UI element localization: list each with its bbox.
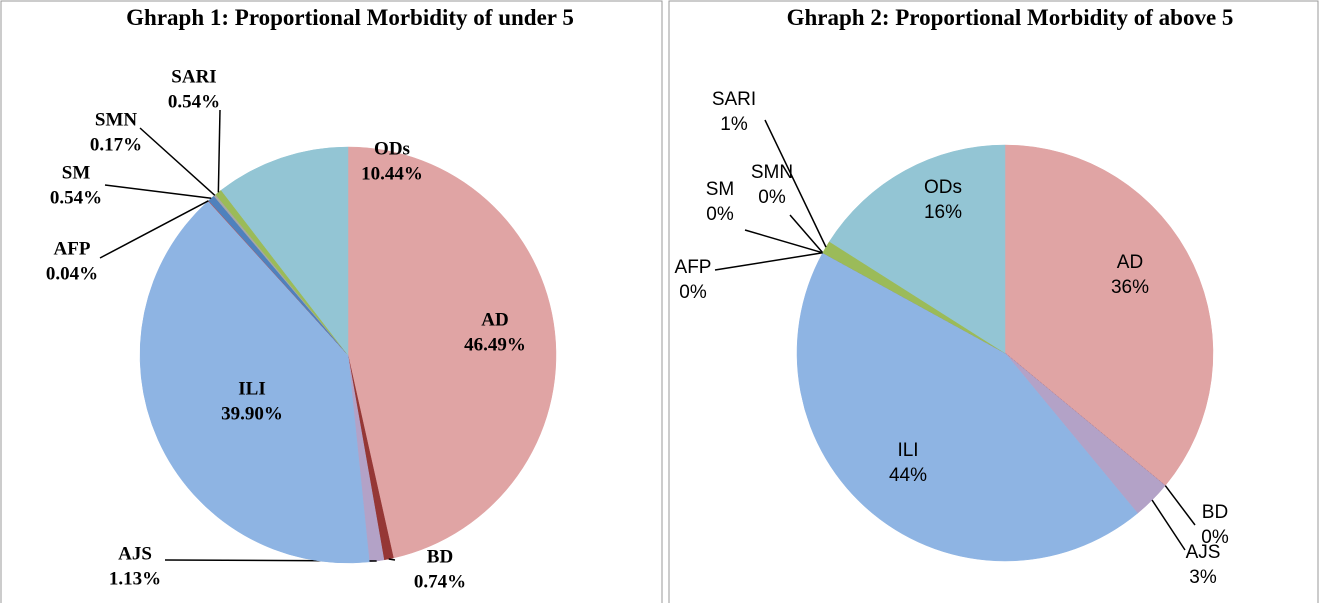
chart-title: Ghraph 1: Proportional Morbidity of unde… — [126, 5, 574, 30]
slice-value-label: 10.44% — [361, 163, 423, 184]
slice-label: BD — [427, 546, 453, 567]
pie-slice — [139, 200, 370, 564]
slice-value-label: 36% — [1111, 277, 1149, 298]
leader-line — [764, 119, 827, 248]
slice-value-label: 39.90% — [221, 403, 283, 424]
slice-label: ILI — [238, 378, 265, 399]
slice-label: AJS — [118, 543, 152, 564]
slice-label: SMN — [95, 109, 138, 130]
panel-border — [668, 0, 1319, 603]
slice-label: SM — [62, 162, 91, 183]
slice-label: ODs — [924, 177, 962, 198]
slice-label: SM — [706, 179, 735, 200]
slice-label: SARI — [171, 66, 216, 87]
panel-border — [0, 0, 663, 603]
leader-line — [1164, 485, 1196, 526]
slice-label: SARI — [712, 89, 756, 110]
slice-value-label: 1% — [720, 114, 748, 135]
pie-slice — [829, 144, 1006, 354]
pie-chart: AD36%BD0%AJS3%ILI44%AFP0%SM0%SMN0%SARI1%… — [675, 89, 1229, 588]
slice-label: SMN — [751, 162, 793, 183]
slice-value-label: 0% — [706, 204, 734, 225]
slice-value-label: 0% — [679, 282, 707, 303]
slice-value-label: 0.54% — [50, 187, 102, 208]
slice-value-label: 0.17% — [90, 134, 142, 155]
leader-line — [744, 229, 823, 254]
slice-value-label: 0% — [758, 187, 786, 208]
slice-value-label: 3% — [1189, 567, 1217, 588]
slice-label: ILI — [897, 440, 918, 461]
leader-line — [139, 127, 216, 196]
slice-value-label: 16% — [924, 202, 962, 223]
slice-value-label: 0.74% — [414, 571, 466, 592]
leader-line — [388, 558, 396, 561]
slice-value-label: 0% — [1201, 527, 1229, 548]
leader-line — [99, 200, 209, 259]
pie-chart: AD 46.49% BD 0.74% AJS 1.13% ILI 39.90% AFP 0.04%… — [46, 66, 557, 592]
pie-slice — [1004, 144, 1214, 486]
pie-slice — [220, 146, 349, 356]
slice-value-label: 44% — [889, 465, 927, 486]
leader-line — [1151, 499, 1186, 551]
slice-value-label: 1.13% — [109, 568, 161, 589]
slice-value-label: 46.49% — [464, 334, 526, 355]
leader-line — [714, 252, 823, 271]
slice-label: ODs — [374, 138, 410, 159]
slice-label: AFP — [675, 257, 712, 278]
slice-label: AD — [481, 309, 508, 330]
slice-label: AJS — [1186, 542, 1221, 563]
pie-slice — [347, 146, 557, 559]
leader-line — [104, 184, 212, 200]
pie-slice — [796, 252, 1138, 562]
slice-value-label: 0.04% — [46, 263, 98, 284]
leader-line — [217, 109, 221, 193]
slice-label: AD — [1117, 252, 1143, 273]
leader-line — [789, 214, 824, 254]
chart-title: Ghraph 2: Proportional Morbidity of abov… — [786, 5, 1234, 30]
slice-value-label: 0.54% — [168, 91, 220, 112]
slice-label: AFP — [54, 238, 91, 259]
slice-label: BD — [1202, 502, 1228, 523]
